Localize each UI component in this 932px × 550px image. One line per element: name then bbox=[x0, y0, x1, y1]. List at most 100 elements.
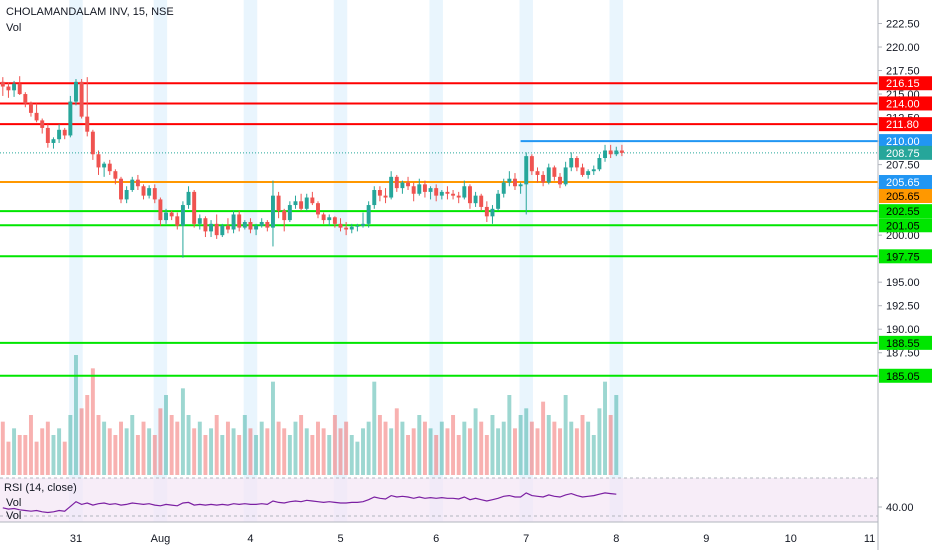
candle-body bbox=[102, 163, 107, 168]
volume-bar bbox=[327, 435, 332, 475]
horizontal-levels bbox=[0, 82, 878, 377]
candle-body bbox=[383, 195, 388, 198]
volume-bar bbox=[12, 428, 17, 475]
level-label-background bbox=[879, 204, 932, 219]
candle-body bbox=[377, 190, 382, 196]
volume-bar bbox=[377, 415, 382, 475]
volume-bar bbox=[90, 368, 95, 475]
volume-bar bbox=[265, 428, 270, 475]
volume-bar bbox=[51, 435, 56, 475]
volume-bar bbox=[411, 428, 416, 475]
time-tick-label: 11 bbox=[864, 533, 875, 545]
candle-body bbox=[563, 167, 568, 185]
candle-body bbox=[45, 127, 50, 143]
volume-bar bbox=[552, 421, 557, 475]
candle-body bbox=[608, 150, 613, 155]
candle-body bbox=[361, 223, 365, 226]
candle-body bbox=[558, 176, 562, 185]
candle-body bbox=[496, 193, 501, 209]
candle-body bbox=[180, 205, 185, 226]
volume-bar bbox=[23, 435, 28, 475]
level-label-text: 211.80 bbox=[886, 119, 919, 131]
volume-bar bbox=[85, 395, 90, 475]
candle-body bbox=[406, 182, 411, 187]
time-tick-label: 31 bbox=[70, 533, 82, 545]
session-band bbox=[609, 0, 624, 522]
level-label-background bbox=[879, 134, 932, 149]
candle-body bbox=[428, 188, 433, 192]
candle-body bbox=[57, 129, 62, 140]
volume-bar bbox=[254, 435, 259, 475]
candle-body bbox=[479, 195, 484, 207]
price-tick-label: 222.50 bbox=[886, 19, 920, 31]
level-labels: 216.15 214.00 211.80 210.00 205.65 205.65 202.… bbox=[879, 76, 932, 383]
candle-body bbox=[12, 83, 17, 91]
volume-bar bbox=[28, 415, 33, 475]
volume-bar bbox=[490, 415, 495, 475]
volume-bar bbox=[192, 428, 197, 475]
session-band bbox=[243, 0, 258, 522]
volume-bar bbox=[603, 381, 608, 475]
candle-body bbox=[231, 214, 236, 230]
volume-bar bbox=[209, 428, 214, 475]
rsi-volume-legend-2: Vol bbox=[6, 510, 22, 522]
volume-bar bbox=[214, 415, 219, 475]
candle-body bbox=[484, 206, 489, 217]
volume-bar bbox=[563, 395, 568, 475]
candle-body bbox=[304, 197, 309, 209]
candle-body bbox=[332, 217, 337, 224]
candle-body bbox=[23, 94, 28, 104]
volume-bar bbox=[406, 435, 411, 475]
candle-body bbox=[124, 190, 129, 200]
candle-body bbox=[513, 178, 517, 187]
volume-bar bbox=[113, 435, 118, 475]
volume-bar bbox=[225, 421, 230, 475]
price-tick-label: 207.50 bbox=[886, 160, 920, 172]
time-tick-label: 6 bbox=[433, 533, 439, 545]
time-tick-label: 4 bbox=[247, 533, 253, 545]
level-label-background bbox=[879, 96, 932, 111]
level-label-background bbox=[879, 335, 932, 350]
candle-body bbox=[451, 193, 456, 196]
volume-bar bbox=[293, 421, 298, 475]
volume-bar bbox=[321, 428, 326, 475]
volume-bar bbox=[394, 408, 399, 475]
candle-body bbox=[74, 81, 78, 102]
candle-body bbox=[293, 201, 298, 206]
volume-bar bbox=[422, 421, 427, 475]
level-label-text: 185.05 bbox=[886, 371, 920, 383]
volume-bar bbox=[513, 428, 517, 475]
candle-body bbox=[422, 184, 427, 192]
volume-bar bbox=[169, 415, 174, 475]
candle-body bbox=[349, 226, 354, 230]
candle-body bbox=[456, 195, 461, 198]
volume-bar bbox=[428, 428, 433, 475]
candle-body bbox=[366, 205, 371, 224]
candle-body bbox=[445, 191, 450, 194]
volume-bar bbox=[445, 428, 450, 475]
candle-body bbox=[355, 225, 360, 227]
volume-bar bbox=[180, 388, 185, 475]
level-label-background bbox=[879, 189, 932, 204]
volume-bar bbox=[203, 435, 208, 475]
candle-body bbox=[28, 103, 33, 113]
volume-bar bbox=[332, 415, 337, 475]
volume-bar bbox=[242, 415, 247, 475]
volume-bar bbox=[158, 408, 163, 475]
candle-body bbox=[614, 150, 619, 155]
level-label-background bbox=[879, 76, 932, 91]
axis-background bbox=[878, 0, 932, 550]
candle-body bbox=[242, 221, 247, 228]
volume-bar bbox=[124, 428, 129, 475]
candle-body bbox=[591, 169, 596, 172]
volume-bar bbox=[558, 428, 562, 475]
candle-body bbox=[265, 221, 270, 228]
candle-body bbox=[259, 221, 264, 226]
volume-bar bbox=[507, 395, 512, 475]
candle-body bbox=[164, 212, 169, 221]
volume-bar bbox=[237, 435, 242, 475]
level-label-text: 210.00 bbox=[886, 136, 920, 148]
volume-bar bbox=[141, 421, 146, 475]
volume-bar bbox=[597, 408, 602, 475]
